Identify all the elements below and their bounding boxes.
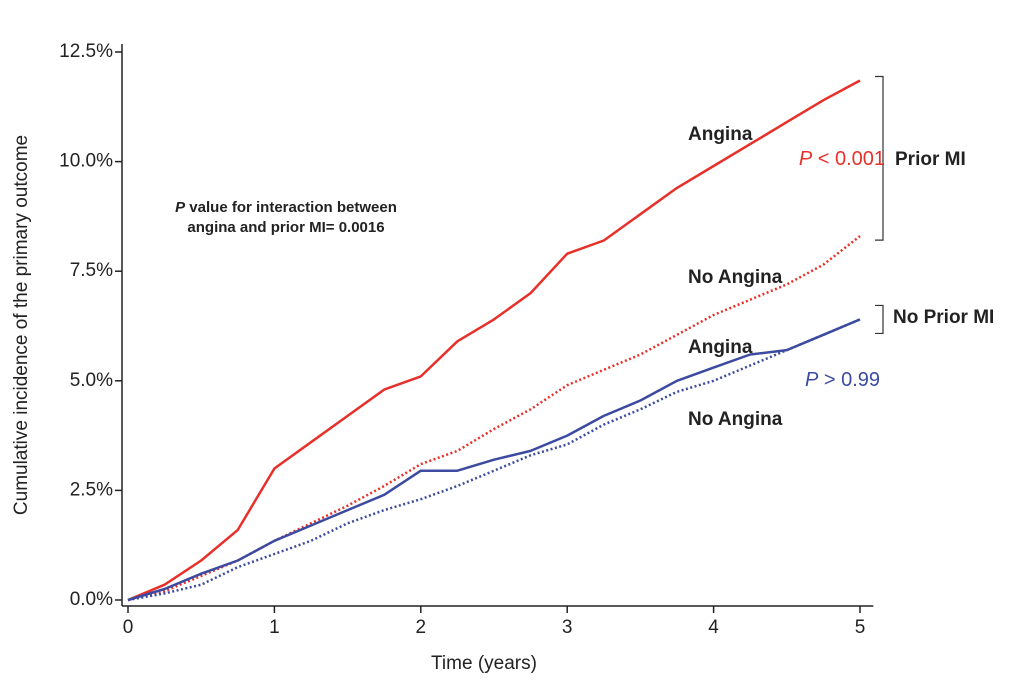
series-label: No Angina bbox=[688, 267, 783, 288]
y-tick-label: 0.0% bbox=[70, 589, 113, 610]
x-axis-label: Time (years) bbox=[431, 653, 537, 674]
y-tick-label: 12.5% bbox=[59, 41, 113, 62]
series-label: No Angina bbox=[688, 409, 783, 430]
series-line bbox=[127, 318, 861, 602]
group-label: No Prior MI bbox=[893, 307, 994, 328]
series-line bbox=[127, 79, 861, 602]
x-tick-label: 1 bbox=[269, 617, 280, 638]
p-value: P > 0.99 bbox=[805, 369, 880, 391]
x-tick-label: 5 bbox=[855, 617, 866, 638]
series-line bbox=[127, 318, 861, 602]
x-tick-label: 0 bbox=[123, 617, 134, 638]
x-tick-label: 2 bbox=[416, 617, 427, 638]
y-tick-label: 5.0% bbox=[70, 370, 113, 391]
note-line: angina and prior MI= 0.0016 bbox=[187, 219, 384, 236]
x-tick-label: 3 bbox=[562, 617, 573, 638]
p-value: P < 0.001 bbox=[799, 148, 885, 170]
p-text: > 0.99 bbox=[818, 369, 880, 391]
y-axis-label: Cumulative incidence of the primary outc… bbox=[11, 135, 32, 515]
group-bracket bbox=[875, 75, 884, 241]
series-label: Angina bbox=[688, 124, 753, 145]
x-tick-label: 4 bbox=[708, 617, 719, 638]
note-p: P bbox=[175, 199, 186, 216]
note-line: P value for interaction between bbox=[175, 199, 397, 216]
p-symbol: P bbox=[805, 369, 819, 391]
y-tick-label: 10.0% bbox=[59, 151, 113, 172]
group-bracket bbox=[875, 304, 884, 335]
y-tick-label: 7.5% bbox=[70, 260, 113, 281]
y-tick-label: 2.5% bbox=[70, 479, 113, 500]
note-text: value for interaction between bbox=[185, 199, 397, 216]
series-label: Angina bbox=[688, 337, 753, 358]
p-symbol: P bbox=[799, 148, 813, 170]
p-text: < 0.001 bbox=[812, 148, 885, 170]
group-label: Prior MI bbox=[895, 149, 966, 170]
